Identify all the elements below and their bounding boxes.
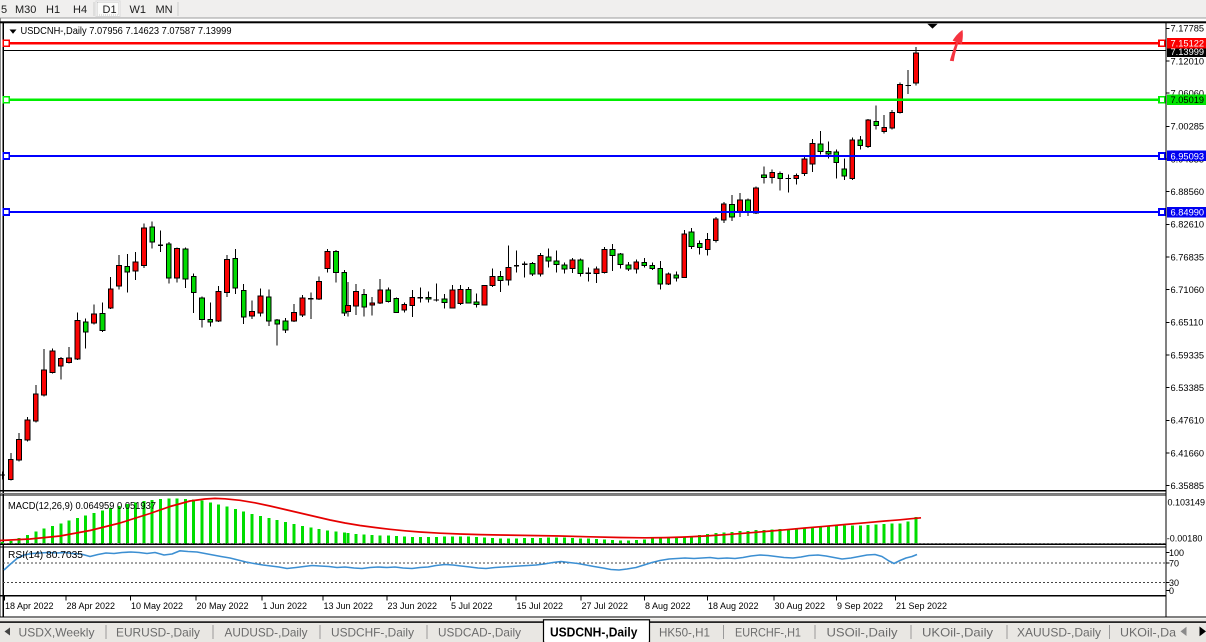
svg-text:5 Jul 2022: 5 Jul 2022 (451, 601, 493, 611)
svg-text:EURUSD-,Daily: EURUSD-,Daily (116, 626, 200, 640)
svg-text:7.13999: 7.13999 (1171, 47, 1205, 57)
svg-text:28 Apr 2022: 28 Apr 2022 (67, 601, 116, 611)
svg-text:W1: W1 (130, 4, 147, 16)
svg-text:23 Jun 2022: 23 Jun 2022 (388, 601, 438, 611)
svg-text:6.47610: 6.47610 (1171, 416, 1205, 426)
svg-text:27 Jul 2022: 27 Jul 2022 (582, 601, 629, 611)
svg-text:H4: H4 (73, 4, 87, 16)
svg-text:6.84990: 6.84990 (1171, 208, 1205, 218)
svg-text:HK50-,H1: HK50-,H1 (659, 626, 710, 640)
svg-text:5: 5 (1, 4, 7, 16)
svg-text:USOil-,Daily: USOil-,Daily (827, 626, 898, 640)
svg-text:6.65110: 6.65110 (1171, 318, 1204, 328)
svg-text:20 May 2022: 20 May 2022 (197, 601, 249, 611)
svg-text:7.12010: 7.12010 (1171, 56, 1205, 66)
svg-text:18 Aug 2022: 18 Aug 2022 (708, 601, 759, 611)
svg-text:7.17785: 7.17785 (1171, 24, 1205, 34)
svg-text:21 Sep 2022: 21 Sep 2022 (896, 601, 947, 611)
svg-text:1 Jun 2022: 1 Jun 2022 (263, 601, 308, 611)
svg-text:8 Aug 2022: 8 Aug 2022 (645, 601, 691, 611)
svg-text:9 Sep 2022: 9 Sep 2022 (837, 601, 883, 611)
svg-text:15 Jul 2022: 15 Jul 2022 (517, 601, 564, 611)
svg-text:6.82610: 6.82610 (1171, 220, 1205, 230)
svg-text:6.76835: 6.76835 (1171, 252, 1205, 262)
svg-text:UKOil-,Da: UKOil-,Da (1120, 626, 1176, 640)
svg-text:30: 30 (1169, 578, 1179, 588)
svg-text:USDX,Weekly: USDX,Weekly (19, 626, 95, 640)
svg-text:USDCNH-,Daily: USDCNH-,Daily (550, 626, 638, 640)
svg-text:D1: D1 (103, 4, 117, 16)
svg-text:6.71060: 6.71060 (1171, 285, 1205, 295)
svg-text:XAUUSD-,Daily: XAUUSD-,Daily (1017, 626, 1101, 640)
svg-text:USDCNH-,Daily 7.07956 7.14623: USDCNH-,Daily 7.07956 7.14623 7.07587 7.… (21, 25, 232, 37)
svg-text:7.05019: 7.05019 (1171, 95, 1205, 105)
svg-text:AUDUSD-,Daily: AUDUSD-,Daily (225, 626, 308, 640)
svg-text:RSI(14) 80.7035: RSI(14) 80.7035 (8, 550, 83, 561)
svg-text:7.06060: 7.06060 (1171, 89, 1205, 99)
svg-text:6.53385: 6.53385 (1171, 383, 1205, 393)
svg-text:6.88560: 6.88560 (1171, 187, 1205, 197)
svg-text:6.95093: 6.95093 (1171, 151, 1205, 161)
svg-text:6.41660: 6.41660 (1171, 448, 1205, 458)
svg-text:-0.00180: -0.00180 (1167, 533, 1203, 543)
svg-text:7.15122: 7.15122 (1171, 39, 1205, 49)
svg-text:EURCHF-,H1: EURCHF-,H1 (735, 626, 801, 640)
svg-text:USDCAD-,Daily: USDCAD-,Daily (438, 626, 521, 640)
svg-text:7.00285: 7.00285 (1171, 122, 1205, 132)
svg-text:70: 70 (1169, 558, 1179, 568)
svg-text:UKOil-,Daily: UKOil-,Daily (922, 626, 993, 640)
svg-text:100: 100 (1169, 548, 1184, 558)
svg-text:MN: MN (156, 4, 173, 16)
svg-text:M30: M30 (15, 4, 36, 16)
svg-text:6.35885: 6.35885 (1171, 481, 1205, 491)
svg-text:H1: H1 (46, 4, 60, 16)
svg-text:0.103149: 0.103149 (1168, 497, 1206, 507)
svg-text:13 Jun 2022: 13 Jun 2022 (324, 601, 374, 611)
svg-text:10 May 2022: 10 May 2022 (131, 601, 183, 611)
svg-text:0: 0 (1169, 586, 1174, 596)
svg-text:30 Aug 2022: 30 Aug 2022 (775, 601, 826, 611)
svg-text:18 Apr 2022: 18 Apr 2022 (5, 601, 54, 611)
svg-text:USDCHF-,Daily: USDCHF-,Daily (331, 626, 414, 640)
svg-text:6.59335: 6.59335 (1171, 350, 1205, 360)
svg-text:MACD(12,26,9) 0.064959 0.05193: MACD(12,26,9) 0.064959 0.051937 (8, 501, 156, 512)
